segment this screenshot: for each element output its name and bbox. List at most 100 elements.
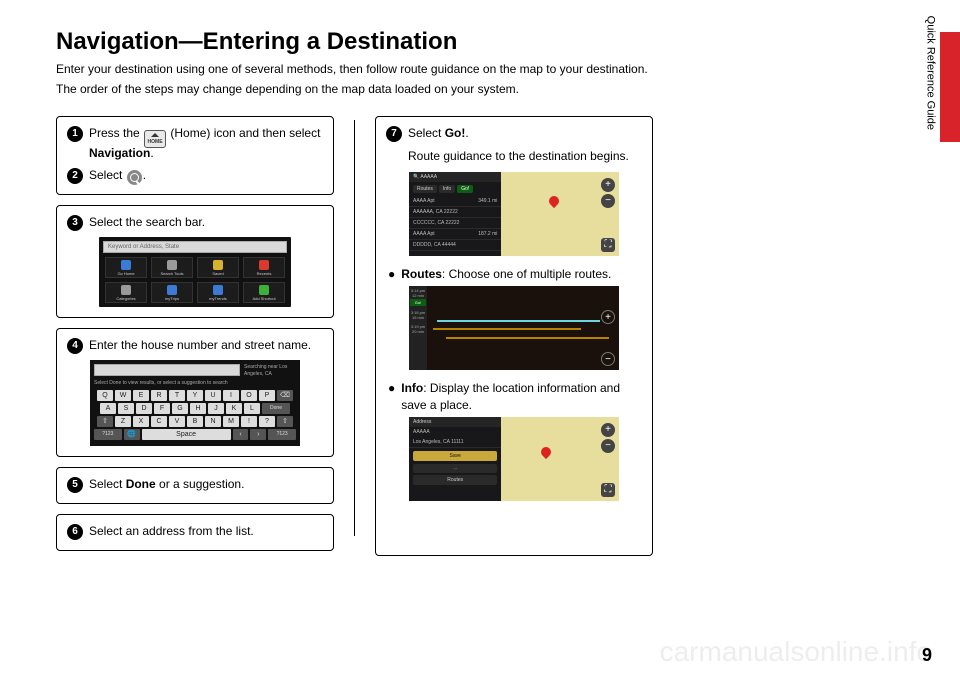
mock-tile: Go Home (105, 257, 147, 278)
intro-line-2: The order of the steps may change depend… (56, 82, 916, 96)
step-1-bold: Navigation (89, 146, 150, 160)
step-7-bold: Go! (445, 126, 466, 140)
mock-hint: Select Done to view results, or select a… (94, 380, 228, 386)
step-number: 7 (386, 126, 402, 142)
mock-route-row: AAAAAA, CA 22222 (409, 207, 501, 218)
bullet-routes: Routes: Choose one of multiple routes. (401, 266, 642, 282)
mock-key: X (133, 416, 149, 427)
mock-tile: Recents (243, 257, 285, 278)
section-tab (940, 32, 960, 142)
step-number: 2 (67, 168, 83, 184)
mock-route-panel: 🔍 AAAAA Routes Info Go! AAAA Apt349.1 mi… (409, 172, 501, 256)
mock-key: Q (97, 390, 113, 401)
watermark: carmanualsonline.info (660, 636, 932, 668)
step-2-post: . (143, 168, 146, 182)
intro-line-1: Enter your destination using one of seve… (56, 62, 916, 76)
mock-tile: myTrends (197, 282, 239, 303)
bullet-routes-bold: Routes (401, 267, 442, 281)
step-box-6: 6 Select an address from the list. (56, 514, 334, 551)
mock-key: G (172, 403, 188, 414)
mock-route-time: 3:16 pm15 min (409, 308, 427, 322)
step-5-text: Select Done or a suggestion. (89, 476, 323, 492)
mock-info-header: Address (409, 417, 501, 427)
step-1-post: . (150, 146, 153, 160)
bullet-routes-text: : Choose one of multiple routes. (442, 267, 611, 281)
step-3-text: Select the search bar. (89, 214, 323, 230)
step-1-mid: (Home) icon and then select (167, 126, 320, 140)
mock-key: B (187, 416, 203, 427)
mock-key: R (151, 390, 167, 401)
zoom-in-icon: + (601, 310, 615, 324)
step-2-text: Select . (89, 167, 323, 183)
mock-key: C (151, 416, 167, 427)
step-5-pre: Select (89, 477, 126, 491)
mock-tab-routes: Routes (413, 185, 437, 193)
zoom-out-icon: − (601, 352, 615, 366)
screenshot-multi-route: 3:14 pm12 minGo!3:16 pm15 min3:19 pm20 m… (409, 286, 619, 370)
mock-tile: Search Tools (151, 257, 193, 278)
zoom-in-icon: + (601, 178, 615, 192)
mock-tab-go: Go! (457, 185, 473, 193)
step-7-post: . (465, 126, 468, 140)
screenshot-search: Keyword or Address, State Go HomeSearch … (99, 237, 291, 307)
bullet-info-bold: Info (401, 381, 423, 395)
mock-key: L (244, 403, 260, 414)
bullet-icon: ● (388, 266, 395, 282)
step-5-bold: Done (126, 477, 156, 491)
mock-key: W (115, 390, 131, 401)
mock-tab-info: Info (439, 185, 455, 193)
step-box-1-2: 1 Press the HOME (Home) icon and then se… (56, 116, 334, 195)
bullet-icon: ● (388, 380, 395, 412)
mock-key: Z (115, 416, 131, 427)
step-number: 4 (67, 338, 83, 354)
step-box-7: 7 Select Go!. Route guidance to the dest… (375, 116, 653, 556)
mock-save-button: Save (413, 451, 497, 461)
zoom-in-icon: + (601, 423, 615, 437)
mock-key: F (154, 403, 170, 414)
mock-route-row: DDDDD, CA 44444 (409, 240, 501, 251)
mock-key: T (169, 390, 185, 401)
mock-route-header: AAAAA (420, 174, 437, 180)
home-icon-label: HOME (148, 139, 163, 145)
screenshot-keyboard: Searching near Los Angeles, CA Select Do… (90, 360, 300, 446)
step-number: 5 (67, 477, 83, 493)
mock-key: ! (241, 416, 257, 427)
mock-route-times: 3:14 pm12 minGo!3:16 pm15 min3:19 pm20 m… (409, 286, 427, 370)
mock-route-row: AAAA Apt349.1 mi (409, 196, 501, 207)
mock-key: O (241, 390, 257, 401)
mock-tile: Categories (105, 282, 147, 303)
step-7-text: Select Go!. (408, 125, 642, 141)
mock-searchbar: Keyword or Address, State (103, 241, 287, 253)
mock-key: M (223, 416, 239, 427)
mock-tile: Saved (197, 257, 239, 278)
mock-key: H (190, 403, 206, 414)
page-title: Navigation—Entering a Destination (56, 28, 916, 56)
mock-route-row: CCCCCC, CA 22222 (409, 218, 501, 229)
step-box-3: 3 Select the search bar. Keyword or Addr… (56, 205, 334, 318)
mock-addr1: AAAAA (413, 429, 430, 435)
step-number: 3 (67, 215, 83, 231)
step-1-pre: Press the (89, 126, 143, 140)
screenshot-info: Address AAAAA Los Angeles, CA 11111 Save… (409, 417, 619, 501)
step-7-sub: Route guidance to the destination begins… (408, 148, 642, 164)
mock-key: D (136, 403, 152, 414)
step-7-pre: Select (408, 126, 445, 140)
mock-route-time: 3:19 pm20 min (409, 322, 427, 336)
step-number: 1 (67, 126, 83, 142)
mock-key: J (208, 403, 224, 414)
mock-info-panel: Address AAAAA Los Angeles, CA 11111 Save… (409, 417, 501, 501)
step-5-post: or a suggestion. (156, 477, 245, 491)
mock-key: K (226, 403, 242, 414)
mock-key: ? (259, 416, 275, 427)
mock-key: Y (187, 390, 203, 401)
mock-key: I (223, 390, 239, 401)
page-number: 9 (922, 645, 932, 666)
mock-searching-near: Searching near Los Angeles, CA (244, 364, 296, 378)
step-box-5: 5 Select Done or a suggestion. (56, 467, 334, 504)
step-6-text: Select an address from the list. (89, 523, 323, 539)
mock-key: N (205, 416, 221, 427)
step-number: 6 (67, 524, 83, 540)
column-divider (354, 120, 355, 536)
mock-tile: myTrips (151, 282, 193, 303)
screenshot-route-list: 🔍 AAAAA Routes Info Go! AAAA Apt349.1 mi… (409, 172, 619, 256)
